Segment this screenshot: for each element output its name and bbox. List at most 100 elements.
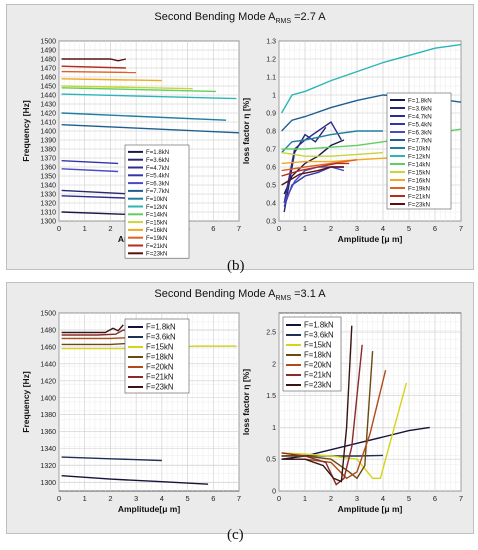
b-freq-y-tick-label: 1330 (40, 192, 56, 199)
c-freq-y-tick-label: 1400 (40, 395, 56, 402)
c-freq-legend-label: F=15kN (146, 342, 174, 351)
b-loss-legend-label: F=16kN (408, 177, 430, 184)
b-loss-legend-label: F=7.7kN (408, 137, 432, 144)
c-freq-series-line (61, 324, 124, 334)
chart-c-loss-factor: 0 1 2 3 4 5 6 7 0 0.5 1 1.5 2 2.5 Amplitude [μ m] loss … (241, 312, 463, 514)
b-freq-legend-label: F=15kN (146, 219, 167, 226)
b-freq-series-line (61, 124, 240, 134)
b-freq-series-line (61, 168, 119, 173)
b-freq-y-tick-label: 1400 (40, 129, 56, 136)
c-freq-y-tick-label: 1320 (40, 463, 56, 470)
c-loss-legend-label: F=21kN (304, 370, 332, 379)
b-freq-legend-label: F=19kN (146, 235, 167, 242)
b-loss-x-tick-label: 7 (459, 224, 463, 233)
caption-b: (b) (227, 258, 245, 274)
c-loss-x-tick-label: 4 (381, 494, 385, 503)
c-freq-legend-label: F=23kN (146, 382, 174, 391)
panel-b-title: Second Bending Mode ARMS =2.7 A (154, 11, 326, 26)
b-loss-y-tick-label: 1.1 (266, 75, 276, 82)
b-freq-y-tick-label: 1460 (40, 75, 56, 82)
chart-c-frequency: 0 1 2 3 4 5 6 7 1300 1320 1340 1360 1380 1400 1420 1440… (21, 311, 241, 515)
b-loss-series-line (281, 151, 384, 157)
c-freq-y-tick-label: 1500 (40, 311, 56, 318)
b-freq-legend-label: F=7.7kN (146, 188, 169, 195)
b-freq-legend-label: F=1.8kN (146, 149, 169, 156)
panel-c-title: Second Bending Mode ARMS =3.1 A (154, 288, 326, 303)
b-loss-y-tick-label: 1.2 (266, 57, 276, 64)
b-loss-legend-label: F=3.6kN (408, 105, 432, 112)
c-loss-x-tick-label: 2 (329, 494, 333, 503)
c-freq-x-tick-label: 3 (134, 494, 138, 503)
b-loss-legend-label: F=4.7kN (408, 113, 432, 120)
b-freq-y-tick-label: 1410 (40, 120, 56, 127)
b-freq-y-tick-label: 1350 (40, 174, 56, 181)
b-loss-series-line (281, 162, 350, 177)
b-freq-y-tick-label: 1310 (40, 210, 56, 217)
b-loss-x-tick-label: 5 (407, 224, 411, 233)
b-loss-y-tick-label: 0.9 (266, 111, 276, 118)
b-loss-x-tick-label: 4 (381, 224, 385, 233)
b-freq-series-line (61, 112, 227, 121)
b-loss-legend-label: F=10kN (408, 145, 430, 152)
b-freq-legend-label: F=6.3kN (146, 180, 169, 187)
b-freq-y-tick-label: 1420 (40, 111, 56, 118)
b-loss-series-line (281, 166, 344, 186)
c-freq-series-line (61, 456, 162, 462)
b-freq-y-tick-label: 1370 (40, 156, 56, 163)
b-loss-series-line (281, 159, 358, 172)
b-freq-y-tick-label: 1490 (40, 48, 56, 55)
b-loss-legend-label: F=21kN (408, 193, 430, 200)
c-freq-x-tick-label: 2 (108, 494, 112, 503)
b-freq-series-line (61, 93, 237, 100)
b-loss-y-tick-label: 0.5 (266, 183, 276, 190)
c-freq-series-line (61, 475, 209, 485)
b-freq-legend-label: F=16kN (146, 227, 167, 234)
c-freq-y-axis-label: Frequency [Hz] (21, 371, 31, 433)
b-loss-legend-label: F=5.4kN (408, 121, 432, 128)
c-freq-legend-label: F=1.8kN (146, 322, 176, 331)
caption-c: (c) (227, 527, 244, 543)
c-freq-y-tick-label: 1360 (40, 429, 56, 436)
c-loss-x-tick-label: 7 (459, 494, 463, 503)
b-freq-legend-label: F=21kN (146, 243, 167, 250)
c-loss-y-tick-label: 2.5 (266, 330, 276, 337)
c-loss-y-tick-label: 1 (272, 425, 276, 432)
b-freq-legend-label: F=5.4kN (146, 173, 169, 180)
b-freq-legend-label: F=4.7kN (146, 165, 169, 172)
b-loss-legend-label: F=23kN (408, 201, 430, 208)
c-freq-legend-label: F=18kN (146, 352, 174, 361)
b-freq-y-tick-label: 1440 (40, 93, 56, 100)
c-loss-legend-label: F=23kN (304, 380, 332, 389)
b-loss-y-tick-label: 0.3 (266, 219, 276, 226)
b-loss-series-line (280, 43, 462, 114)
b-freq-y-tick-label: 1430 (40, 102, 56, 109)
b-freq-y-tick-label: 1390 (40, 138, 56, 145)
c-loss-y-tick-label: 1.5 (266, 393, 276, 400)
b-loss-x-axis-label: Amplitude [μ m] (338, 234, 403, 244)
c-loss-x-tick-label: 1 (303, 494, 307, 503)
b-freq-series-line (61, 70, 137, 74)
b-freq-x-tick-label: 2 (108, 224, 112, 233)
b-loss-legend-label: F=1.8kN (408, 97, 432, 104)
c-freq-y-tick-label: 1380 (40, 412, 56, 419)
c-loss-series-line (281, 344, 363, 486)
b-freq-x-tick-label: 7 (237, 224, 241, 233)
c-freq-x-tick-label: 1 (83, 494, 87, 503)
b-loss-x-tick-label: 2 (329, 224, 333, 233)
c-loss-x-axis-label: Amplitude [μ m] (338, 504, 403, 514)
c-freq-y-tick-label: 1300 (40, 480, 56, 487)
c-freq-x-tick-label: 5 (185, 494, 189, 503)
b-loss-y-axis-label: loss factor η [%] (241, 98, 251, 164)
b-freq-legend-label: F=23kN (146, 251, 167, 258)
b-loss-y-tick-label: 0.7 (266, 147, 276, 154)
b-loss-legend-label: F=15kN (408, 169, 430, 176)
c-loss-legend-label: F=1.8kN (304, 320, 334, 329)
b-freq-y-tick-label: 1480 (40, 57, 56, 64)
b-freq-legend-label: F=14kN (146, 212, 167, 219)
b-freq-y-tick-label: 1450 (40, 84, 56, 91)
b-loss-y-tick-label: 0.8 (266, 129, 276, 136)
c-freq-x-axis-label: Amplitude[μ m] (118, 504, 181, 514)
b-freq-series-line (61, 78, 162, 82)
c-freq-x-tick-label: 4 (160, 494, 164, 503)
b-freq-x-tick-label: 1 (83, 224, 87, 233)
